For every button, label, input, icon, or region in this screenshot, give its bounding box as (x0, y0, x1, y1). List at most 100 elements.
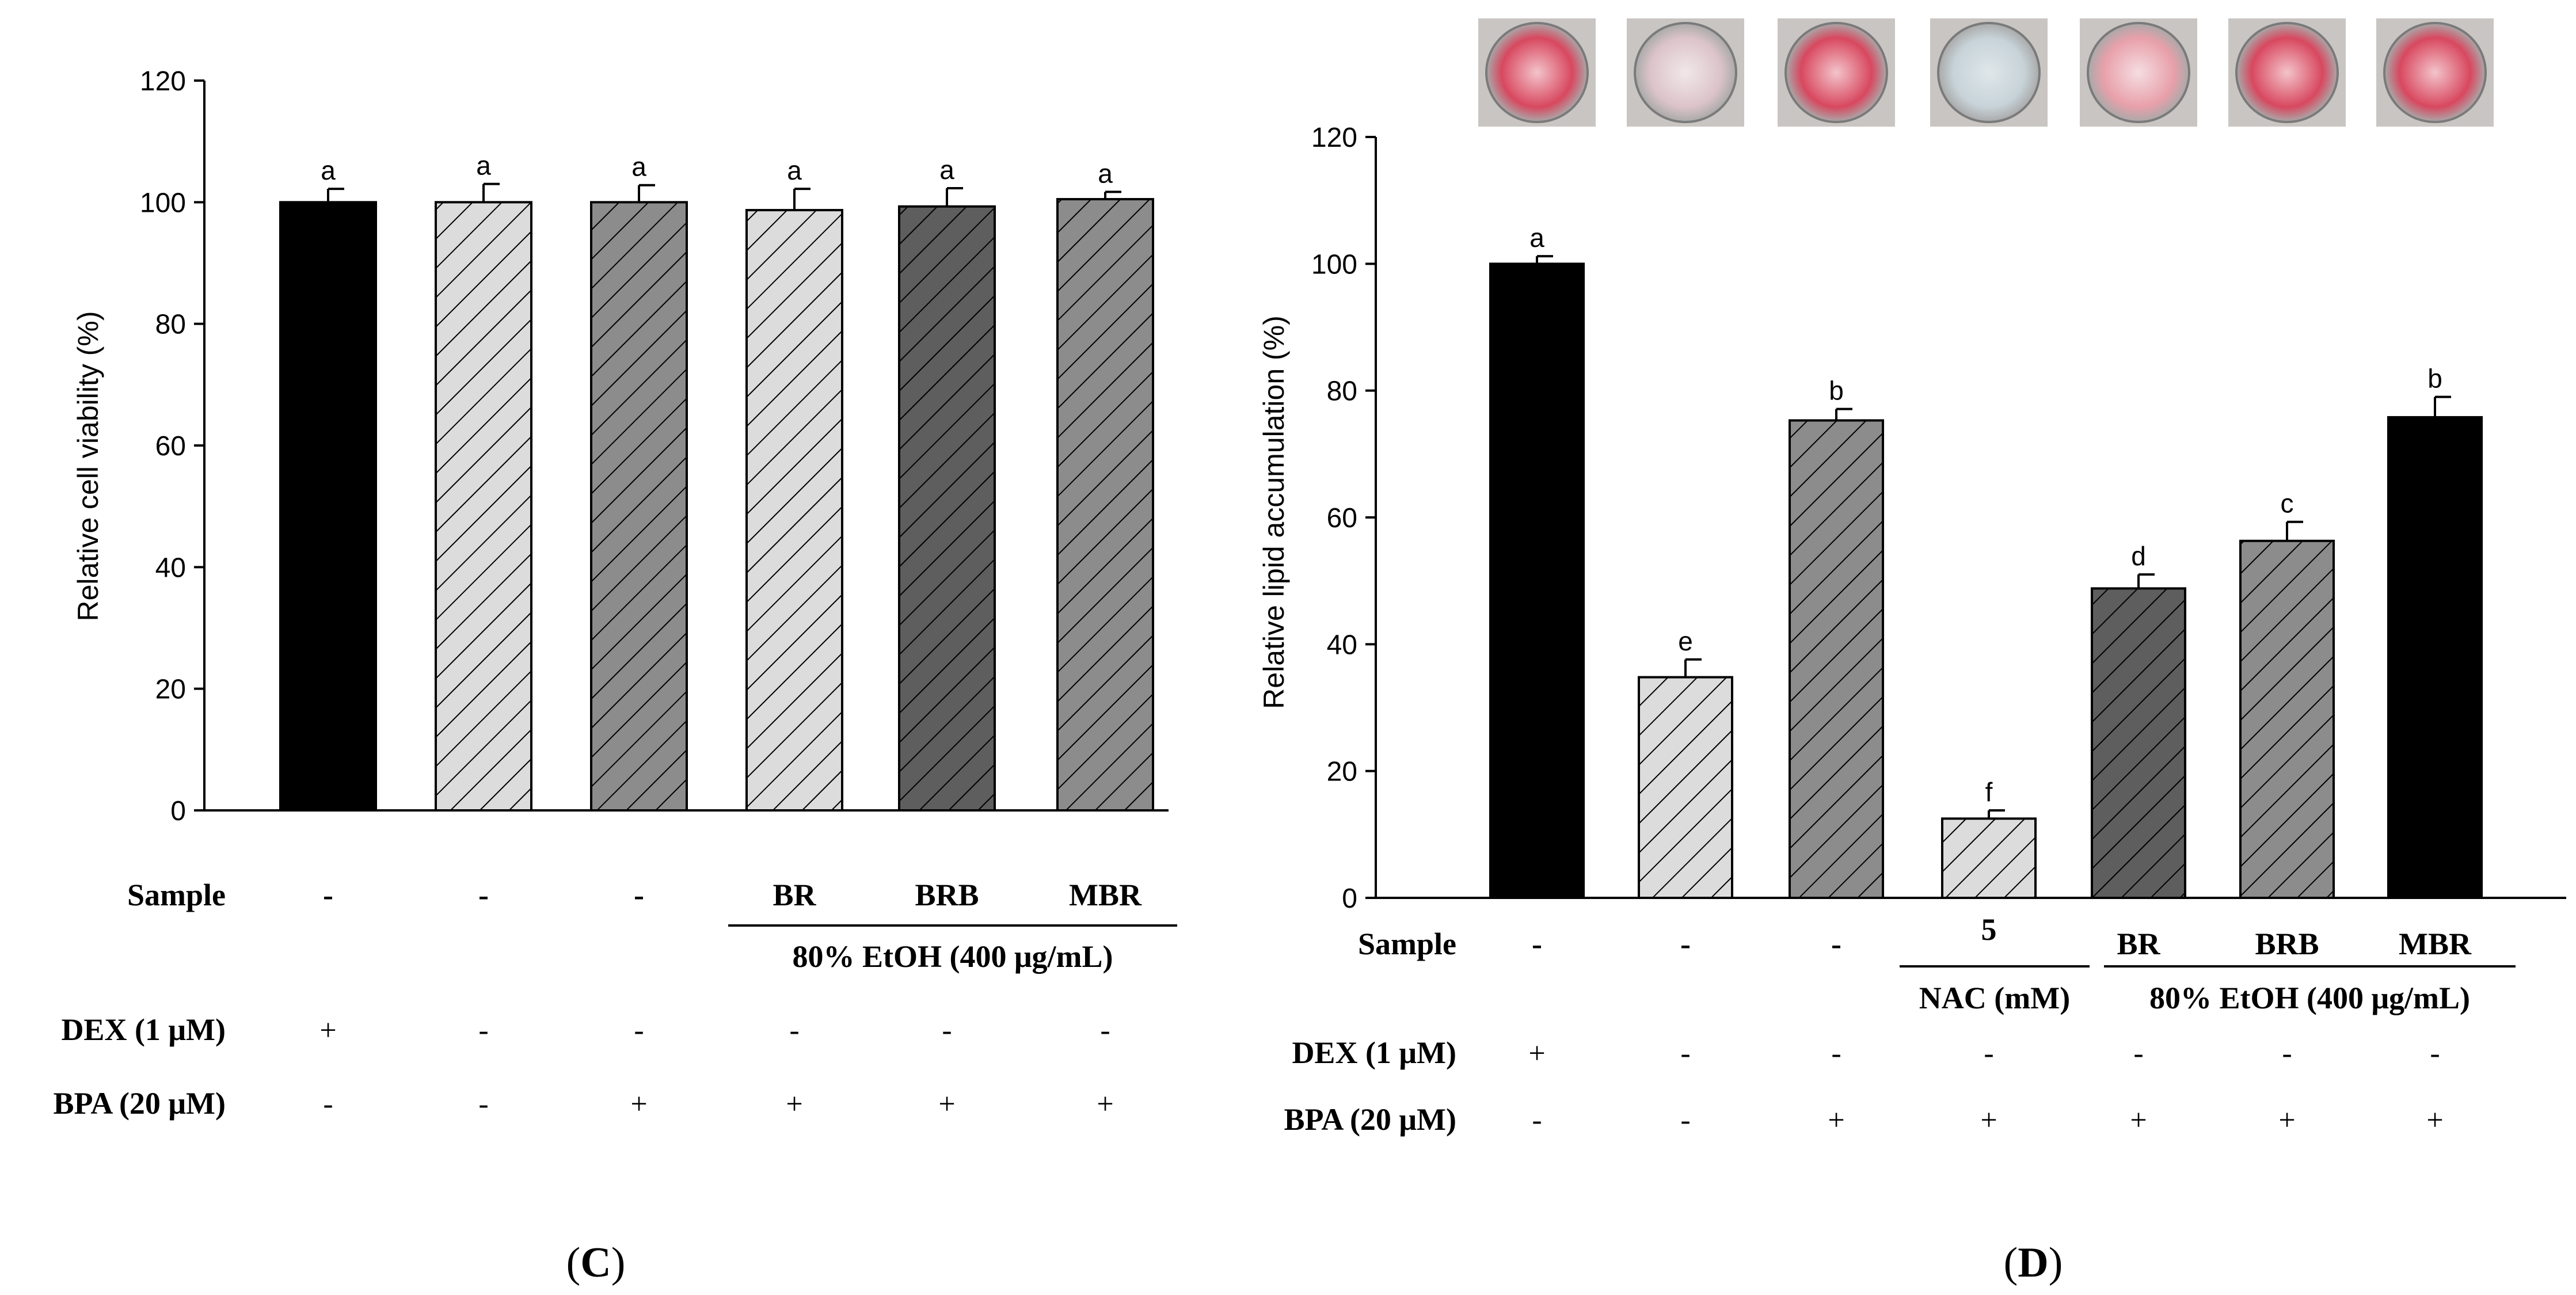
panel-d-y-tick-label: 0 (1342, 883, 1357, 914)
panel-c-dex-value: + (319, 1014, 336, 1047)
panel-d-y-tick-label: 100 (1311, 249, 1357, 280)
panel-d-significance-letter: b (1829, 376, 1844, 406)
panel-d-sample-row-label: Sample (1358, 927, 1456, 961)
panel-d-caption: (D) (2004, 1239, 2063, 1286)
well-image-dish (1485, 22, 1589, 123)
panel-c-bpa-value: + (938, 1088, 955, 1121)
panel-c-sample-row-label: Sample (127, 878, 226, 912)
panel-d-sample-value: - (1680, 927, 1691, 961)
panel-c-dex-value: - (634, 1014, 644, 1047)
panel-c-dex-row-label: DEX (1 μM) (61, 1012, 226, 1047)
panel-c-chart: 0 20 40 60 80 100 120 a a a a a a Relative cell via… (53, 66, 1177, 1121)
panel-c-bar (898, 205, 996, 812)
well-image-dish (2235, 22, 2339, 123)
panel-d-bar (2091, 587, 2186, 899)
panel-d-chart: 0 20 40 60 80 100 120 a e b f d c b Relative lipid a… (1258, 18, 2566, 1137)
panel-d-bpa-row-label: BPA (20 μM) (1284, 1102, 1456, 1137)
panel-c-bpa-value: + (1097, 1088, 1113, 1121)
panel-c-y-tick-label: 60 (155, 431, 186, 462)
panel-d-significance-letter: a (1529, 223, 1544, 253)
panel-c-significance-letter: a (1098, 158, 1113, 188)
panel-c-dex-value: - (478, 1014, 488, 1047)
panel-c-sample-value: MBR (1069, 878, 1142, 912)
panel-c-y-tick-label: 0 (170, 796, 186, 826)
panel-d-bpa-value: - (1680, 1104, 1690, 1137)
panel-c-significance-letter: a (939, 155, 954, 185)
panel-d-etoh-group-label: 80% EtOH (400 μg/mL) (2149, 981, 2470, 1015)
panel-d-bar (1941, 817, 2037, 899)
panel-c-significance-letter: a (476, 151, 491, 181)
panel-d-bpa-value: - (1532, 1104, 1542, 1137)
panel-d-dex-value: + (1528, 1037, 1545, 1070)
panel-d-significance-letter: f (1985, 777, 1993, 807)
panel-d-bar (1789, 419, 1884, 899)
panel-d-bpa-value: + (2130, 1104, 2147, 1137)
panel-d-bar (1638, 676, 1733, 899)
well-image-dish (2383, 22, 2487, 123)
panel-c-bar (435, 201, 532, 812)
panel-d-y-tick-label: 40 (1327, 630, 1357, 660)
panel-c-sample-value: - (478, 878, 489, 912)
panel-c-bpa-row-label: BPA (20 μM) (53, 1086, 226, 1121)
panel-d-dex-value: - (1831, 1037, 1841, 1070)
panel-d-dex-value: - (2430, 1037, 2440, 1070)
panel-c-dex-value: - (789, 1014, 799, 1047)
panel-d-bar (1489, 262, 1585, 899)
panel-c-y-tick-label: 80 (155, 310, 186, 340)
panel-c-sample-value: BR (773, 878, 816, 912)
panel-d-y-axis-label: Relative lipid accumulation (%) (1258, 315, 1290, 709)
panel-d-y-tick-label: 120 (1311, 123, 1357, 153)
panel-c-treatment-rows: Sample - - - BR BRB MBR DEX (1 μM) + - - - - - BPA (20… (53, 878, 1177, 1121)
panel-c-etoh-group-label: 80% EtOH (400 μg/mL) (792, 939, 1113, 974)
panel-c-bpa-value: - (323, 1088, 333, 1121)
panel-d-nac-group-label: NAC (mM) (1919, 981, 2070, 1015)
well-image-dish (1784, 22, 1888, 123)
panel-d-dex-value: - (1680, 1037, 1690, 1070)
panel-c-sample-value: - (634, 878, 644, 912)
panel-d-significance-letter: c (2281, 489, 2294, 519)
panel-c-bar (1056, 198, 1154, 812)
panel-c-bpa-value: - (478, 1088, 488, 1121)
panel-c-significance-letter: a (321, 155, 336, 185)
panel-d-y-tick-label: 20 (1327, 757, 1357, 787)
well-image-dish (1937, 22, 2041, 123)
panel-d-sample-value: MBR (2399, 927, 2472, 961)
panel-d-bars: a e b f d c b (1489, 223, 2483, 899)
panel-d-well-images (1478, 18, 2494, 127)
well-image-dish (2087, 22, 2190, 123)
panel-c-bpa-value: + (630, 1088, 647, 1121)
panel-d-sample-value: - (1532, 927, 1542, 961)
panel-d-significance-letter: b (2427, 364, 2442, 394)
panel-c-bar (590, 201, 688, 812)
panel-c-y-axis-label: Relative cell viability (%) (72, 311, 104, 621)
panel-d-dex-value: - (2282, 1037, 2292, 1070)
panel-c-caption: (C) (566, 1239, 626, 1286)
panel-d-y-tick-label: 60 (1327, 503, 1357, 534)
panel-d-dex-value: - (1984, 1037, 1993, 1070)
panel-c-bar (745, 209, 843, 812)
panel-d-bpa-value: + (2278, 1104, 2295, 1137)
panel-d-treatment-rows: Sample - - - 5 BR BRB MBR DEX (1 μM) + - - - - - - BPA (… (1284, 912, 2516, 1137)
panel-d-sample-value: 5 (1981, 912, 1997, 947)
panel-d-significance-letter: d (2131, 541, 2146, 571)
panel-d-y-tick-label: 80 (1327, 376, 1357, 407)
well-image-dish (1634, 22, 1737, 123)
panel-c-bpa-value: + (786, 1088, 802, 1121)
panel-d-bpa-value: + (1828, 1104, 1844, 1137)
panel-d-sample-value: - (1831, 927, 1841, 961)
panel-c-y-tick-label: 100 (140, 188, 186, 218)
panel-c-significance-letter: a (631, 152, 646, 182)
panel-d-bpa-value: + (1980, 1104, 1997, 1137)
panel-c-sample-value: - (323, 878, 333, 912)
panel-c-dex-value: - (1100, 1014, 1110, 1047)
panel-c-sample-value: BRB (915, 878, 979, 912)
panel-d-dex-row-label: DEX (1 μM) (1292, 1035, 1456, 1070)
panel-d-bpa-value: + (2426, 1104, 2443, 1137)
panel-c-y-tick-label: 20 (155, 675, 186, 705)
panel-d-bar (2387, 416, 2483, 899)
panel-d-sample-value: BR (2117, 927, 2160, 961)
panel-d-bar (2239, 539, 2335, 899)
panel-c-significance-letter: a (787, 155, 802, 185)
